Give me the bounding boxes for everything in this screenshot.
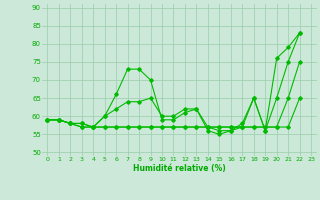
X-axis label: Humidité relative (%): Humidité relative (%) — [133, 164, 226, 173]
